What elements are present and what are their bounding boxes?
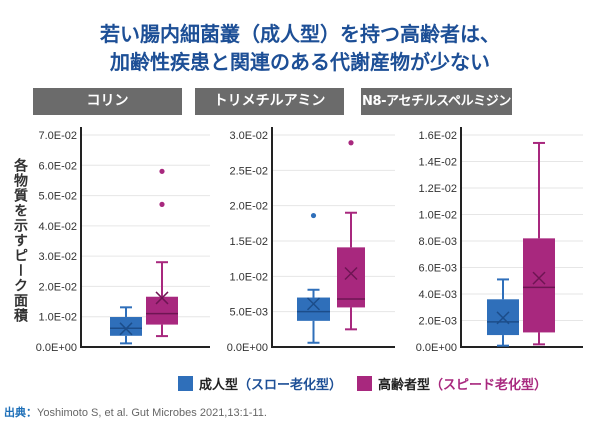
legend-label-elderly: 高齢者型 xyxy=(378,378,431,393)
iqr-box xyxy=(146,296,178,325)
panel-2: 0.0E+00 2.0E-03 4.0E-03 6.0E-03 8.0E-03 1.0E-… xyxy=(416,127,583,354)
y-tick-label: 7.0E-02 xyxy=(38,130,77,142)
y-tick-label: 4.0E-03 xyxy=(418,289,457,301)
y-tick-label: 0.0E+00 xyxy=(227,342,268,354)
mean-marker xyxy=(155,291,169,305)
y-tick-label: 0.0E+00 xyxy=(416,342,457,354)
page-title: 若い腸内細菌叢（成人型）を持つ高齢者は、 加齢性疾患と関連のある代謝産物が少ない xyxy=(0,20,600,76)
panel-header-choline: コリン xyxy=(33,88,182,115)
y-tick-label: 6.0E-02 xyxy=(38,160,77,172)
iqr-box xyxy=(523,238,555,333)
y-tick-label: 3.0E-02 xyxy=(38,251,77,263)
mean-marker xyxy=(344,266,358,281)
y-tick-label: 1.2E-02 xyxy=(418,183,457,195)
legend-adult: 成人型 （スロー老化型） xyxy=(178,374,342,393)
y-tick-label: 2.0E-03 xyxy=(418,316,457,328)
panel-header-trimethylamine: トリメチルアミン xyxy=(195,88,344,115)
y-tick-label: 3.0E-02 xyxy=(229,130,268,142)
source-citation: 出典：Yoshimoto S, et al. Gut Microbes 2021… xyxy=(4,404,267,420)
y-tick-label: 6.0E-03 xyxy=(418,263,457,275)
y-tick-label: 5.0E-03 xyxy=(229,307,268,319)
outlier-point xyxy=(310,212,317,219)
mean-marker xyxy=(306,297,321,311)
box-adult xyxy=(487,278,519,347)
y-tick-label: 2.0E-02 xyxy=(229,201,268,213)
panel-0: 0.0E+00 1.0E-02 2.0E-02 3.0E-02 4.0E-02 5.0E-… xyxy=(36,127,210,354)
iqr-box xyxy=(337,247,365,308)
title-line-2: 加齢性疾患と関連のある代謝産物が少ない xyxy=(110,50,490,74)
source-label: 出典： xyxy=(4,407,37,419)
y-tick-label: 2.5E-02 xyxy=(229,165,268,177)
iqr-box xyxy=(110,317,142,336)
iqr-box xyxy=(297,297,330,321)
mean-marker xyxy=(496,311,510,325)
y-tick-label: 1.6E-02 xyxy=(418,130,457,142)
panel-header-n8-acetylspermidine: N8-アセチルスペルミジン xyxy=(361,88,512,115)
mean-marker xyxy=(532,271,546,285)
box-elderly xyxy=(337,140,365,331)
y-tick-label: 4.0E-02 xyxy=(38,221,77,233)
legend-swatch-adult xyxy=(178,376,193,391)
legend-swatch-elderly xyxy=(357,376,372,391)
outlier-point xyxy=(348,140,354,146)
outlier-point xyxy=(159,168,165,174)
box-elderly xyxy=(146,168,178,338)
y-tick-label: 1.0E-02 xyxy=(38,312,77,324)
y-tick-label: 2.0E-02 xyxy=(38,281,77,293)
y-axis-label: 各物質を示すピーク面積 xyxy=(12,158,28,323)
y-tick-label: 0.0E+00 xyxy=(36,342,77,354)
box-elderly xyxy=(523,141,555,346)
box-adult xyxy=(297,212,330,344)
title-line-1: 若い腸内細菌叢（成人型）を持つ高齢者は、 xyxy=(100,22,500,46)
y-tick-label: 5.0E-02 xyxy=(38,191,77,203)
y-tick-label: 1.0E-02 xyxy=(229,271,268,283)
source-text: Yoshimoto S, et al. Gut Microbes 2021,13… xyxy=(37,407,267,419)
legend-note-adult: （スロー老化型） xyxy=(238,378,343,393)
legend-note-elderly: （スピード老化型） xyxy=(430,378,548,393)
outlier-point xyxy=(159,201,165,207)
legend-label-adult: 成人型 xyxy=(199,378,239,393)
box-adult xyxy=(110,306,142,345)
y-tick-label: 8.0E-03 xyxy=(418,236,457,248)
y-tick-label: 1.4E-02 xyxy=(418,157,457,169)
y-tick-label: 1.0E-02 xyxy=(418,210,457,222)
mean-marker xyxy=(119,322,133,336)
panel-1: 0.0E+00 5.0E-03 1.0E-02 1.5E-02 2.0E-02 2.5E-… xyxy=(227,127,395,354)
y-tick-label: 1.5E-02 xyxy=(229,236,268,248)
legend-elderly: 高齢者型 （スピード老化型） xyxy=(357,374,547,393)
